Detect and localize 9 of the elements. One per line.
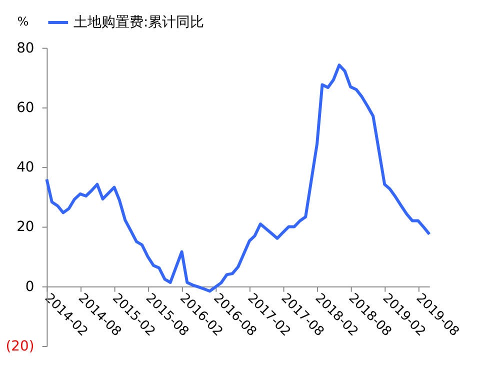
line-series xyxy=(45,64,431,293)
y-tick-label: (20) xyxy=(6,338,34,354)
y-axis-title: % xyxy=(17,14,29,28)
legend-label: 土地购置费:累计同比 xyxy=(74,14,204,30)
y-tick-label: 0 xyxy=(25,278,34,295)
y-tick-label: 40 xyxy=(16,160,34,176)
y-tick-label: 20 xyxy=(16,219,34,236)
y-tick-label: 80 xyxy=(16,40,34,56)
y-tick-label: 60 xyxy=(16,100,34,116)
